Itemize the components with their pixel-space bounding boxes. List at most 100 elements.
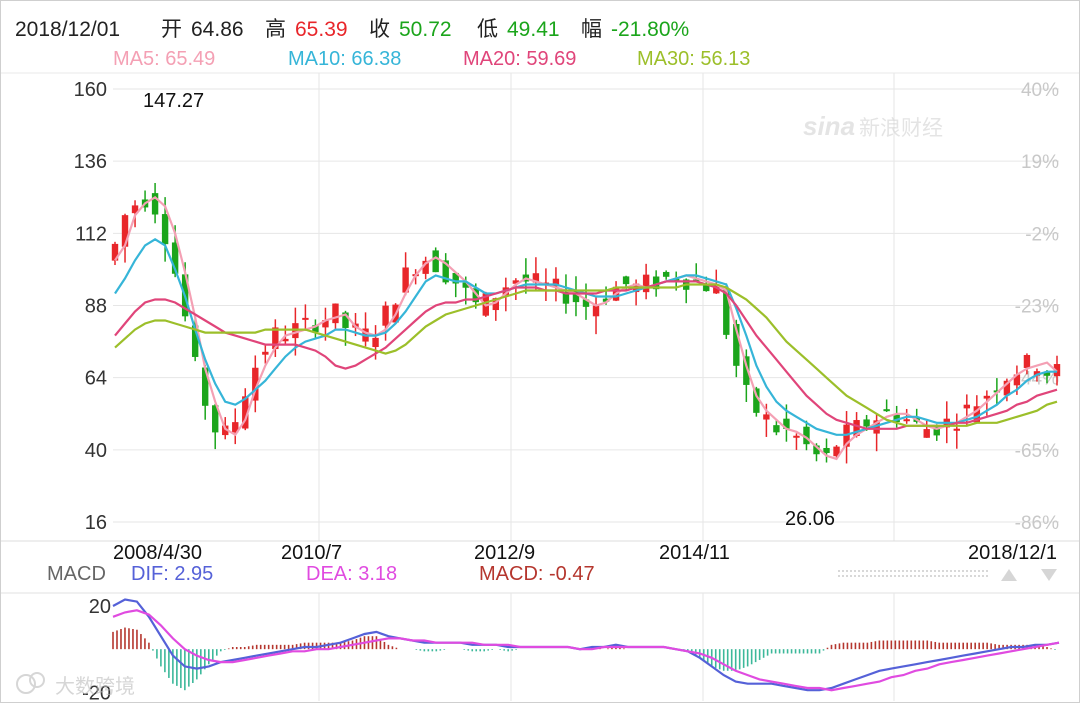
candle-body [342, 312, 349, 328]
x-tick-label: 2018/12/1 [968, 542, 1057, 564]
candle-body [773, 425, 780, 433]
ma10-legend: MA10: 66.38 [288, 48, 401, 70]
candle-body [672, 278, 680, 282]
x-axis: 2008/4/30 2010/7 2012/9 2014/11 2018/12/1 [113, 542, 1057, 564]
corner-watermark: 大数跨境 [16, 672, 135, 698]
candle-body [462, 282, 469, 288]
pct-tick-label: 19% [1021, 152, 1059, 173]
candle-body [572, 289, 580, 303]
info-change-label: 幅 [581, 18, 602, 41]
line-ma5 [114, 195, 1058, 461]
pct-tick-label: -86% [1015, 513, 1059, 534]
candle-body [923, 429, 930, 438]
percent-axis-right: 40%19%-2%-23%-44%-65%-86% [1015, 80, 1059, 534]
candle-body [532, 273, 540, 283]
candle-body [793, 435, 800, 438]
candle-body [973, 406, 981, 423]
macd-title: MACD [47, 563, 106, 585]
candle-body [743, 356, 750, 385]
info-close-value: 50.72 [399, 18, 452, 41]
candle-body [873, 420, 880, 434]
candle-body [332, 303, 339, 324]
line-dea [112, 609, 1060, 692]
candle-body [903, 419, 910, 422]
candle-body [372, 337, 379, 348]
candle-body [151, 193, 159, 215]
candle-body [853, 420, 860, 437]
y-tick-label: 160 [74, 79, 107, 101]
candle-body [953, 428, 960, 431]
candle-body [983, 395, 991, 399]
candle-body [1043, 371, 1051, 376]
candle-body [232, 422, 239, 433]
y-tick-label: 64 [85, 368, 107, 390]
candle-body [242, 396, 249, 429]
candle-body [432, 250, 439, 273]
x-tick-label: 2008/4/30 [113, 542, 202, 564]
candle-body [933, 425, 940, 436]
candle-body [282, 338, 289, 342]
candle-body [322, 320, 329, 328]
macd-histogram [112, 627, 1056, 691]
candle-body [312, 325, 319, 332]
svg-text:sina: sina [803, 111, 855, 141]
info-low-label: 低 [477, 18, 498, 41]
y-tick-label: 16 [85, 512, 107, 534]
price-axis-left: 16 40 64 88 112 136 160 [74, 79, 107, 534]
x-tick-label: 2012/9 [474, 542, 535, 564]
candle-body [703, 283, 710, 292]
price-grid [1, 72, 1079, 542]
macd-axis: 20 -20 [82, 596, 111, 704]
candle-body [272, 327, 279, 350]
pct-tick-label: -2% [1025, 224, 1059, 245]
ma20-legend: MA20: 59.69 [463, 48, 576, 70]
candle-body [1023, 354, 1031, 368]
candle-body [833, 446, 840, 457]
candle-body [161, 214, 169, 245]
candle-body [803, 426, 810, 445]
line-ma30 [114, 283, 1058, 427]
candle-body [753, 388, 760, 413]
candle-body [131, 205, 139, 214]
ma-lines [114, 195, 1058, 461]
line-ma10 [114, 238, 1057, 436]
corner-watermark-text: 大数跨境 [55, 675, 135, 698]
candle-body [883, 409, 890, 412]
scrollbar-handle[interactable] [837, 569, 988, 579]
candle-body [191, 325, 199, 357]
candle-body [442, 260, 449, 283]
candle-body [422, 260, 429, 274]
candle-body [763, 414, 770, 420]
candle-body [1013, 374, 1021, 386]
candle-body [212, 405, 219, 433]
macd-value-legend: MACD: -0.47 [479, 563, 595, 585]
info-bar: 2018/12/01 开 64.86 高 65.39 收 50.72 低 49.… [15, 18, 689, 41]
candle-body [562, 291, 570, 304]
y-tick-label: 112 [75, 223, 107, 245]
y-tick-label: 88 [85, 296, 107, 318]
pct-tick-label: -23% [1015, 297, 1059, 318]
info-high-value: 65.39 [295, 18, 348, 41]
candle-body [1053, 364, 1061, 377]
watermark-text: 新浪财经 [859, 117, 943, 140]
dea-legend: DEA: 3.18 [306, 563, 397, 585]
candle-body [592, 305, 600, 317]
candle-body [662, 271, 670, 277]
scroll-up-icon[interactable] [1001, 569, 1017, 581]
x-tick-label: 2014/11 [659, 542, 730, 564]
candle-body [602, 298, 610, 302]
info-close-label: 收 [369, 18, 390, 41]
scroll-down-icon[interactable] [1041, 569, 1057, 581]
candle-body [452, 272, 459, 284]
candle-body [622, 276, 630, 285]
ma-legend: MA5: 65.49 MA10: 66.38 MA20: 59.69 MA30:… [113, 48, 750, 70]
candle-body [171, 242, 179, 274]
candle-body [201, 367, 209, 406]
ma5-legend: MA5: 65.49 [113, 48, 215, 70]
pct-tick-label: 40% [1021, 80, 1059, 101]
candle-body [713, 284, 720, 294]
candle-body [723, 289, 730, 335]
dif-legend: DIF: 2.95 [131, 563, 213, 585]
